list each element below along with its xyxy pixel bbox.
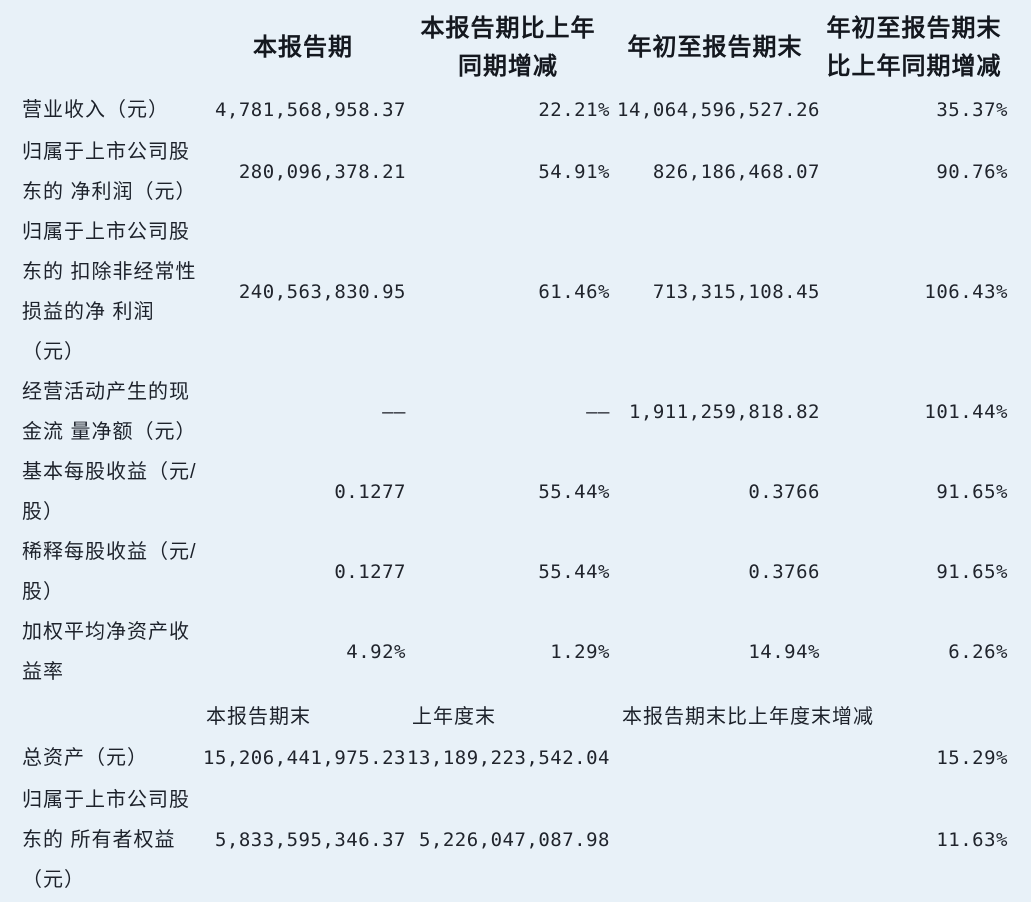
table-row-weighted-avg-roe: 加权平均净资产收 益率 4.92% 1.29% 14.94% 6.26% xyxy=(22,612,1008,692)
table-row-basic-eps: 基本每股收益（元/ 股） 0.1277 55.44% 0.3766 91.65% xyxy=(22,452,1008,532)
ytd-yoy-change-value: 6.26% xyxy=(948,641,1008,663)
subheader-prior-year-end: 上年度末 xyxy=(412,705,496,728)
table-row-total-assets: 总资产（元） 15,206,441,975.23 13,189,223,542.… xyxy=(22,736,1008,780)
period-end-value: 15,206,441,975.23 xyxy=(203,747,406,769)
current-period-value: 0.1277 xyxy=(334,481,406,503)
ytd-value: 0.3766 xyxy=(748,481,820,503)
row-label: 加权平均净资产收 益率 xyxy=(22,621,190,683)
ytd-yoy-change-value: 101.44% xyxy=(924,401,1008,423)
ytd-value: 713,315,108.45 xyxy=(652,281,820,303)
row-label: 营业收入（元） xyxy=(22,99,169,121)
table-row-net-profit: 归属于上市公司股 东的 净利润（元） 280,096,378.21 54.91%… xyxy=(22,132,1008,212)
prior-year-end-value: 5,226,047,087.98 xyxy=(418,829,610,851)
table-row-net-profit-excl-nonrecurring: 归属于上市公司股 东的 扣除非经常性 损益的净 利润 （元） 240,563,8… xyxy=(22,212,1008,372)
yoy-change-value: 55.44% xyxy=(538,561,610,583)
ytd-yoy-change-value: 90.76% xyxy=(936,161,1008,183)
ytd-value: 0.3766 xyxy=(748,561,820,583)
current-period-value: 4.92% xyxy=(346,641,406,663)
current-period-value: 280,096,378.21 xyxy=(238,161,406,183)
yoy-change-value: 55.44% xyxy=(538,481,610,503)
table-row-owners-equity: 归属于上市公司股 东的 所有者权益 （元） 5,833,595,346.37 5… xyxy=(22,780,1008,900)
ytd-yoy-change-value: 91.65% xyxy=(936,561,1008,583)
yoy-change-value: 54.91% xyxy=(538,161,610,183)
header-ytd: 年初至报告期末 xyxy=(627,34,803,61)
current-period-value: 0.1277 xyxy=(334,561,406,583)
header-yoy-change: 本报告期比上年 同期增减 xyxy=(420,15,596,80)
ytd-value: 1,911,259,818.82 xyxy=(628,401,820,423)
ytd-value: 826,186,468.07 xyxy=(652,161,820,183)
ytd-value: 14.94% xyxy=(748,641,820,663)
row-label: 归属于上市公司股 东的 所有者权益 （元） xyxy=(22,789,190,891)
row-label: 经营活动产生的现 金流 量净额（元） xyxy=(22,381,197,443)
current-period-value: 240,563,830.95 xyxy=(238,281,406,303)
subheader-change-vs-prior-year-end: 本报告期末比上年度末增减 xyxy=(622,705,874,728)
yoy-change-value: 1.29% xyxy=(550,641,610,663)
row-label: 总资产（元） xyxy=(22,747,148,769)
change-value: 15.29% xyxy=(936,747,1008,769)
ytd-yoy-change-value: 91.65% xyxy=(936,481,1008,503)
table-row-operating-cash-flow: 经营活动产生的现 金流 量净额（元） —— —— 1,911,259,818.8… xyxy=(22,372,1008,452)
ytd-yoy-change-value: 106.43% xyxy=(924,281,1008,303)
ytd-value: 14,064,596,527.26 xyxy=(617,99,820,121)
ytd-yoy-change-value: 35.37% xyxy=(936,99,1008,121)
table-row-diluted-eps: 稀释每股收益（元/ 股） 0.1277 55.44% 0.3766 91.65% xyxy=(22,532,1008,612)
row-label: 归属于上市公司股 东的 扣除非经常性 损益的净 利润 （元） xyxy=(22,221,197,363)
period-end-value: 5,833,595,346.37 xyxy=(214,829,406,851)
row-label: 稀释每股收益（元/ 股） xyxy=(22,541,197,603)
current-period-value: 4,781,568,958.37 xyxy=(214,99,406,121)
change-value: 11.63% xyxy=(936,829,1008,851)
prior-year-end-value: 13,189,223,542.04 xyxy=(407,747,610,769)
current-period-value: —— xyxy=(382,401,406,423)
header-current-period: 本报告期 xyxy=(253,34,353,61)
yoy-change-value: 22.21% xyxy=(538,99,610,121)
row-label: 基本每股收益（元/ 股） xyxy=(22,461,197,523)
yoy-change-value: —— xyxy=(586,401,610,423)
yoy-change-value: 61.46% xyxy=(538,281,610,303)
table-row-operating-revenue: 营业收入（元） 4,781,568,958.37 22.21% 14,064,5… xyxy=(22,88,1008,132)
row-label: 归属于上市公司股 东的 净利润（元） xyxy=(22,141,197,203)
subheader-period-end: 本报告期末 xyxy=(206,705,311,728)
table-header-row: 本报告期 本报告期比上年 同期增减 年初至报告期末 年初至报告期末 比上年同期增… xyxy=(22,8,1008,88)
table-subheader-row: 本报告期末 上年度末 本报告期末比上年度末增减 xyxy=(22,692,1008,736)
header-ytd-yoy-change: 年初至报告期末 比上年同期增减 xyxy=(826,15,1002,80)
